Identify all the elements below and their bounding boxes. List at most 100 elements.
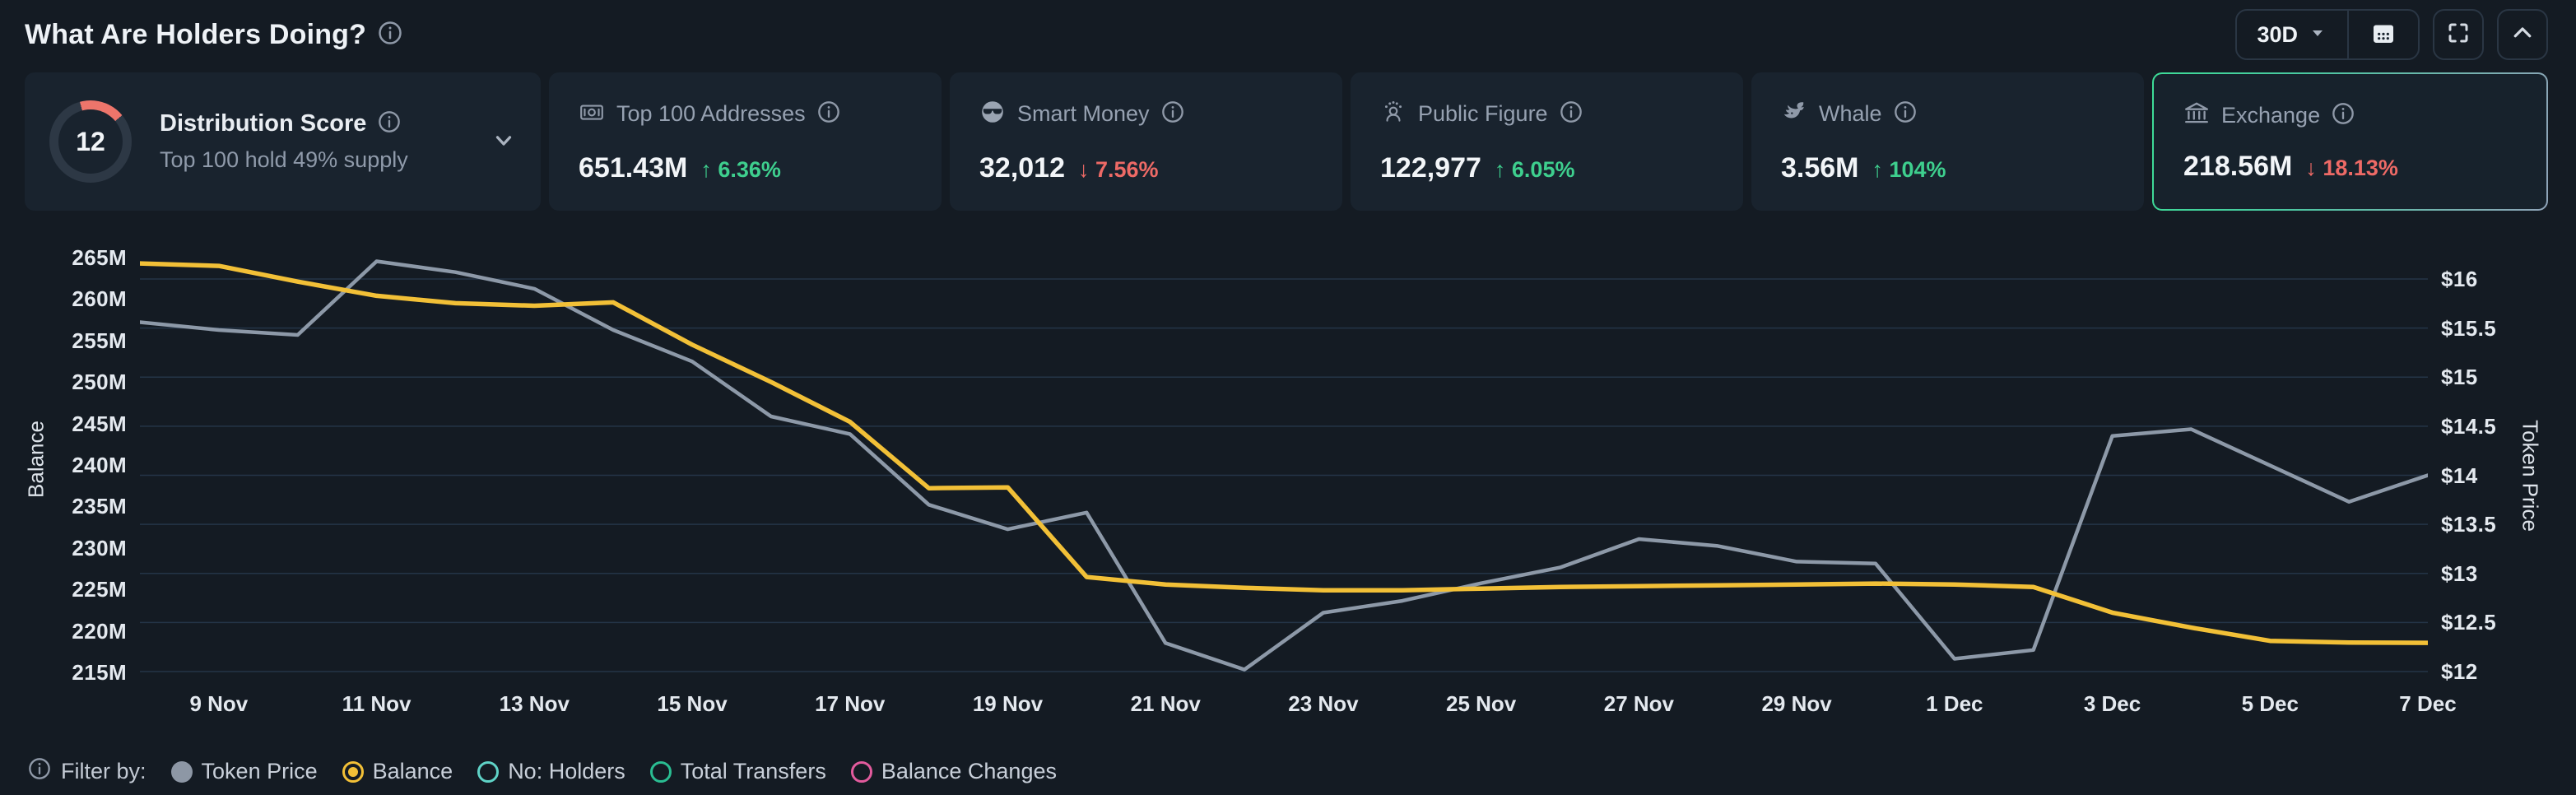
chevron-down-icon[interactable] [491,128,516,156]
series-balance [140,261,2428,645]
token-price-dot-icon [170,760,193,783]
whale-icon [1781,99,1807,129]
card-value: 651.43M [579,152,688,184]
card-top-100-addresses[interactable]: Top 100 Addresses 651.43M ↑ 6.36% [549,72,942,211]
legend-item-no-holders[interactable]: No: Holders [477,759,625,784]
card-value: 122,977 [1380,152,1481,184]
public-figure-icon [1380,99,1407,129]
axis-tick: 5 Dec [2241,691,2299,716]
axis-tick: 19 Nov [972,691,1044,716]
card-distribution-score[interactable]: 12 Distribution Score Top 100 hold 49% s… [25,72,541,211]
card-label: Distribution Score [160,110,367,137]
legend-item-total-transfers[interactable]: Total Transfers [649,759,826,784]
filter-bar: Filter by: Token Price Balance No: Holde… [28,757,1057,786]
card-change: ↓ 18.13% [2305,156,2398,180]
axis-tick: $15.5 [2441,315,2497,341]
calendar-icon [2370,20,2397,50]
legend-item-token-price[interactable]: Token Price [170,759,318,784]
collapse-button[interactable] [2497,9,2548,60]
axis-tick: 15 Nov [657,691,728,716]
card-exchange[interactable]: Exchange 218.56M ↓ 18.13% [2152,72,2548,211]
axis-tick: $15 [2441,365,2478,390]
info-icon[interactable] [1161,100,1184,128]
exchange-icon [2183,100,2210,131]
chevron-down-icon [2308,23,2327,47]
axis-tick: $16 [2441,267,2478,291]
total-transfers-radio-icon [649,760,672,783]
range-pill: 30D [2235,9,2420,60]
axis-tick: 3 Dec [2083,691,2141,716]
calendar-button[interactable] [2347,11,2418,58]
stat-cards-row: 12 Distribution Score Top 100 hold 49% s… [25,72,2548,211]
card-change: ↑ 6.36% [700,157,781,182]
axis-tick: 250M [72,370,127,395]
axis-tick: 235M [72,494,127,519]
axis-tick: $13.5 [2441,512,2497,537]
card-public-figure[interactable]: Public Figure 122,977 ↑ 6.05% [1351,72,1743,211]
range-selector[interactable]: 30D [2237,22,2347,48]
card-value: 32,012 [979,152,1065,184]
info-icon[interactable] [28,757,51,786]
fullscreen-button[interactable] [2433,9,2484,60]
axis-tick: 7 Dec [2399,691,2457,716]
card-smart-money[interactable]: Smart Money 32,012 ↓ 7.56% [950,72,1342,211]
balance-changes-radio-icon [850,760,872,783]
distribution-score-gauge: 12 [49,100,132,183]
info-icon[interactable] [1560,100,1583,128]
axis-tick: 230M [72,535,127,560]
axis-tick: 260M [72,286,127,312]
axis-tick: 215M [72,660,127,685]
money-icon [579,99,605,129]
chart-plot [140,259,2428,672]
info-icon[interactable] [817,100,840,128]
no-holders-radio-icon [477,760,500,783]
axis-tick: $12 [2441,659,2478,684]
smart-money-icon [979,99,1006,129]
card-value: 218.56M [2183,151,2293,182]
axis-tick: 225M [72,577,127,602]
card-value: 3.56M [1781,152,1859,184]
axis-tick: 27 Nov [1603,691,1675,716]
axis-tick: $14 [2441,463,2478,488]
axis-tick: $12.5 [2441,610,2497,635]
axis-tick: 13 Nov [499,691,570,716]
card-label: Smart Money [1017,101,1150,126]
fullscreen-icon [2446,21,2471,49]
page-title: What Are Holders Doing? [25,18,367,50]
chevron-up-icon [2510,21,2535,49]
axis-tick: 29 Nov [1761,691,1832,716]
filter-by-label: Filter by: [61,759,146,783]
card-change: ↑ 104% [1872,157,1946,182]
card-whale[interactable]: Whale 3.56M ↑ 104% [1751,72,2144,211]
axis-tick: 23 Nov [1288,691,1359,716]
info-icon[interactable] [2332,102,2355,129]
axis-tick: 11 Nov [342,691,412,716]
axis-tick: 25 Nov [1446,691,1517,716]
info-icon[interactable] [1894,100,1917,128]
legend-item-balance-changes[interactable]: Balance Changes [850,759,1057,784]
distribution-score-value: 12 [76,126,105,156]
axis-tick: $14.5 [2441,413,2497,439]
card-label: Whale [1819,101,1882,126]
axis-tick: 9 Nov [189,691,249,716]
title-info-icon[interactable] [378,21,402,49]
legend-item-balance[interactable]: Balance [342,759,453,784]
axis-tick: 1 Dec [1926,691,1983,716]
card-label: Top 100 Addresses [616,101,806,126]
holders-chart: Balance Token Price 265M 260M 255M 250M 245M… [0,221,2576,749]
card-change: ↑ 6.05% [1494,157,1575,182]
axis-tick: 245M [72,411,127,436]
card-subtitle: Top 100 hold 49% supply [160,147,408,172]
header: What Are Holders Doing? 30D [25,8,2548,61]
card-label: Exchange [2221,103,2321,128]
plot-area[interactable] [140,245,2428,673]
info-icon[interactable] [378,110,401,137]
series-token-price [140,259,2428,672]
axis-tick: 21 Nov [1130,691,1201,716]
range-value: 30D [2257,21,2298,47]
axis-tick: 255M [72,328,127,353]
axis-tick: 240M [72,453,127,477]
card-change: ↓ 7.56% [1078,157,1159,182]
chart-controls: 30D [2235,9,2548,60]
